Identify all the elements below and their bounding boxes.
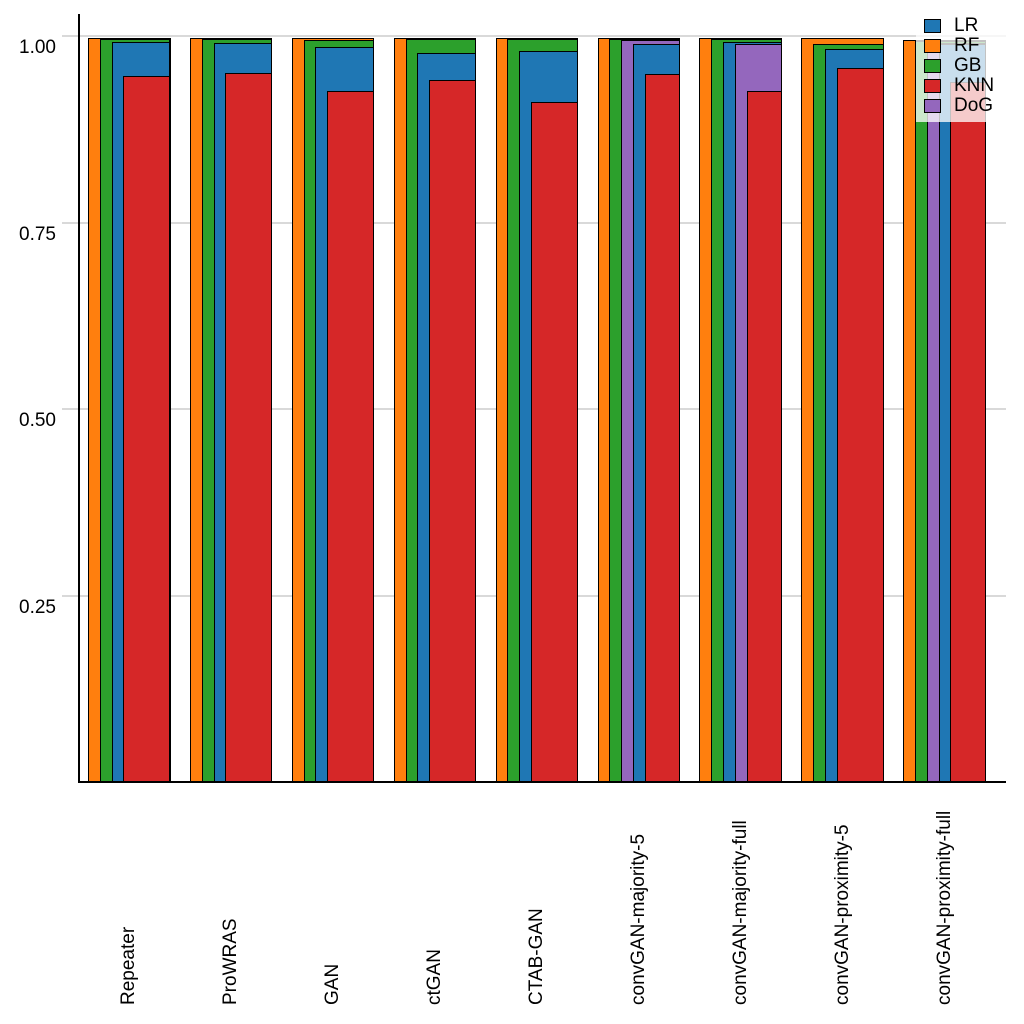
x-tick-label-convGAN-proximity-5: convGAN-proximity-5 [831, 824, 853, 1005]
bar-KNN-CTAB-GAN [531, 102, 579, 783]
legend-key-GB-icon [924, 59, 941, 73]
legend-item-LR: LR [924, 16, 1018, 36]
legend-item-KNN: KNN [924, 76, 1018, 96]
legend: LR RF GB KNN DoG [916, 11, 1018, 122]
legend-label: DoG [954, 95, 994, 116]
legend-key-RF-icon [924, 39, 941, 53]
bar-KNN-Repeater [123, 75, 171, 783]
y-tick-label: 0.25 [19, 597, 56, 618]
legend-item-GB: GB [924, 56, 1018, 76]
bar-KNN-ProWRAS [225, 72, 273, 783]
legend-key-KNN-icon [924, 79, 941, 93]
legend-item-DoG: DoG [924, 96, 1018, 116]
x-tick-label-Repeater: Repeater [118, 926, 140, 1005]
x-tick-label-ProWRAS: ProWRAS [220, 918, 242, 1005]
x-tick-label-convGAN-majority-5: convGAN-majority-5 [627, 833, 649, 1005]
legend-item-RF: RF [924, 36, 1018, 56]
legend-label: GB [954, 55, 982, 76]
y-tick-label: 0.50 [19, 410, 56, 431]
x-axis-line [78, 781, 1006, 783]
y-tick-label: 1.00 [19, 37, 56, 58]
y-tick-label: 0.75 [19, 224, 56, 245]
y-tick-mark [62, 35, 79, 37]
bar-KNN-convGAN-proximity-full [950, 81, 986, 783]
bar-KNN-GAN [327, 90, 375, 783]
bar-KNN-convGAN-majority-full [746, 90, 782, 783]
legend-label: LR [954, 15, 979, 36]
legend-key-DoG-icon [924, 99, 941, 113]
bar-KNN-ctGAN [429, 80, 477, 783]
y-axis-line [78, 14, 80, 783]
legend-label: KNN [954, 75, 995, 96]
legend-label: RF [954, 35, 980, 56]
legend-key-LR-icon [924, 19, 941, 33]
y-tick-mark [62, 222, 79, 224]
x-tick-label-GAN: GAN [322, 963, 344, 1005]
bar-KNN-convGAN-proximity-5 [836, 68, 884, 783]
x-tick-label-CTAB-GAN: CTAB-GAN [525, 908, 547, 1005]
x-tick-label-convGAN-proximity-full: convGAN-proximity-full [933, 810, 955, 1005]
x-tick-label-convGAN-majority-full: convGAN-majority-full [729, 820, 751, 1005]
gridline-y [79, 35, 1006, 37]
x-tick-label-ctGAN: ctGAN [424, 949, 445, 1005]
bar-KNN-convGAN-majority-5 [644, 74, 680, 783]
y-tick-mark [62, 595, 79, 597]
y-tick-mark [62, 408, 79, 410]
